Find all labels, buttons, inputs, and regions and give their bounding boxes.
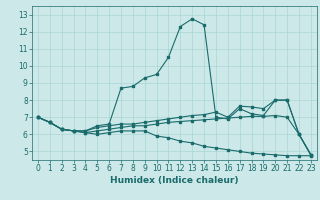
- X-axis label: Humidex (Indice chaleur): Humidex (Indice chaleur): [110, 176, 239, 185]
